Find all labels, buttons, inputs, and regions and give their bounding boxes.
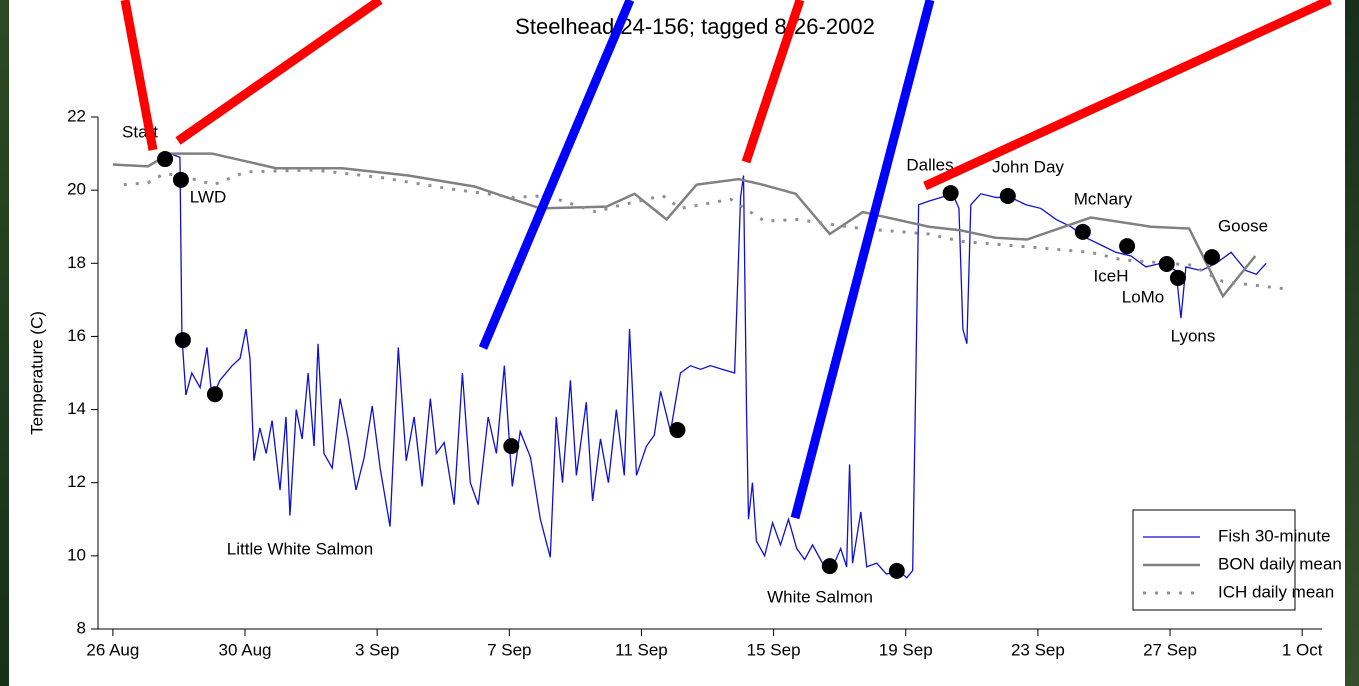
series-line [112, 152, 1257, 299]
legend-label: BON daily mean [1218, 554, 1342, 573]
annotation: White Salmon [767, 587, 873, 606]
annotation: LoMo [1122, 287, 1165, 306]
site-marker [999, 187, 1016, 204]
y-axis-label: Temperature (C) [27, 311, 46, 435]
site-marker [206, 386, 223, 403]
y-tick-label: 12 [67, 472, 86, 491]
red-pointer [175, 0, 383, 145]
site-marker [174, 332, 191, 349]
y-tick-label: 16 [67, 326, 86, 345]
chart-title: Steelhead 24-156; tagged 8-26-2002 [515, 14, 875, 39]
annotation: Lyons [1171, 326, 1216, 345]
annotation: LWD [190, 187, 227, 206]
red-pointer [120, 0, 158, 151]
blue-pointer [478, 0, 635, 350]
annotation: Little White Salmon [227, 539, 373, 558]
y-tick-label: 14 [67, 399, 86, 418]
annotation: John Day [992, 157, 1064, 176]
site-marker [1169, 269, 1186, 286]
x-tick-label: 7 Sep [487, 640, 531, 659]
site-marker [1074, 223, 1091, 240]
x-tick-label: 1 Oct [1282, 640, 1323, 659]
x-tick-label: 26 Aug [86, 640, 139, 659]
site-marker [888, 562, 905, 579]
x-tick-label: 11 Sep [615, 640, 668, 659]
site-marker [157, 151, 174, 168]
legend-label: Fish 30-minute [1218, 526, 1330, 545]
site-marker [172, 171, 189, 188]
site-marker [942, 185, 959, 202]
overlay-lines [120, 0, 1332, 520]
blue-pointer [790, 0, 935, 520]
site-marker [821, 558, 838, 575]
legend-box [1132, 509, 1296, 611]
x-tick-label: 19 Sep [879, 640, 933, 659]
x-tick-label: 3 Sep [355, 640, 399, 659]
site-marker [669, 422, 686, 439]
y-tick-label: 22 [67, 106, 86, 125]
annotation: IceH [1094, 266, 1129, 285]
y-tick-label: 18 [67, 253, 86, 272]
series-line [123, 168, 1286, 291]
y-tick-label: 20 [67, 180, 86, 199]
annotation: Goose [1218, 216, 1268, 235]
series-line [169, 152, 1267, 579]
x-tick-label: 30 Aug [219, 640, 272, 659]
red-pointer [923, 0, 1332, 191]
y-tick-label: 8 [77, 618, 86, 637]
legend-label: ICH daily mean [1218, 582, 1334, 601]
y-tick-label: 10 [67, 545, 86, 564]
x-tick-label: 27 Sep [1143, 640, 1197, 659]
chart-panel [9, 0, 1345, 686]
annotation: McNary [1074, 189, 1133, 208]
x-tick-label: 23 Sep [1011, 640, 1065, 659]
site-marker [1158, 256, 1175, 273]
annotation: Dalles [906, 155, 953, 174]
red-pointer [741, 0, 805, 164]
site-marker [1203, 249, 1220, 266]
x-tick-label: 15 Sep [747, 640, 801, 659]
site-marker [503, 438, 520, 455]
site-marker [1119, 238, 1136, 255]
